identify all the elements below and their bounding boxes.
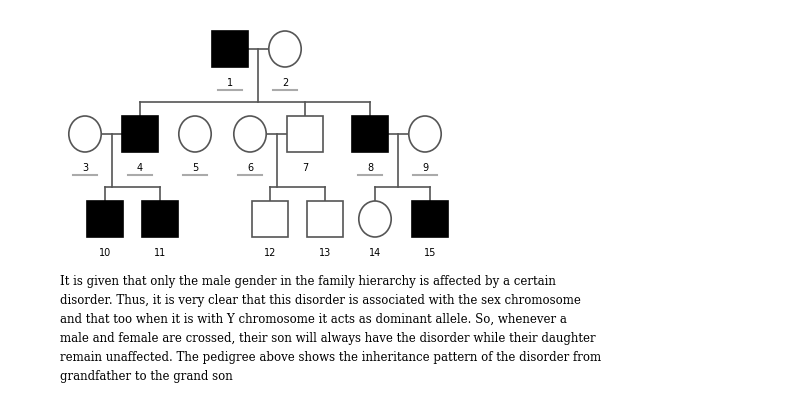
- Text: 11: 11: [154, 247, 166, 257]
- Text: 8: 8: [367, 162, 373, 172]
- Ellipse shape: [269, 32, 301, 68]
- Text: It is given that only the male gender in the family hierarchy is affected by a c: It is given that only the male gender in…: [60, 274, 601, 382]
- Text: 1: 1: [227, 78, 233, 88]
- Text: 9: 9: [422, 162, 428, 172]
- Bar: [287, 117, 323, 153]
- Text: 3: 3: [82, 162, 88, 172]
- Text: 6: 6: [247, 162, 253, 172]
- Text: 15: 15: [424, 247, 436, 257]
- Bar: [142, 201, 178, 237]
- Bar: [412, 201, 448, 237]
- Text: 7: 7: [302, 162, 308, 172]
- Bar: [352, 117, 388, 153]
- Ellipse shape: [409, 117, 442, 153]
- Text: 13: 13: [319, 247, 331, 257]
- Ellipse shape: [179, 117, 211, 153]
- Text: 14: 14: [369, 247, 381, 257]
- Bar: [122, 117, 158, 153]
- Text: 5: 5: [192, 162, 198, 172]
- Bar: [307, 201, 343, 237]
- Bar: [87, 201, 123, 237]
- Ellipse shape: [69, 117, 101, 153]
- Text: 12: 12: [264, 247, 276, 257]
- Ellipse shape: [234, 117, 266, 153]
- Text: 10: 10: [99, 247, 111, 257]
- Bar: [252, 201, 288, 237]
- Bar: [212, 32, 248, 68]
- Text: 4: 4: [137, 162, 143, 172]
- Ellipse shape: [358, 201, 391, 237]
- Text: 2: 2: [282, 78, 288, 88]
